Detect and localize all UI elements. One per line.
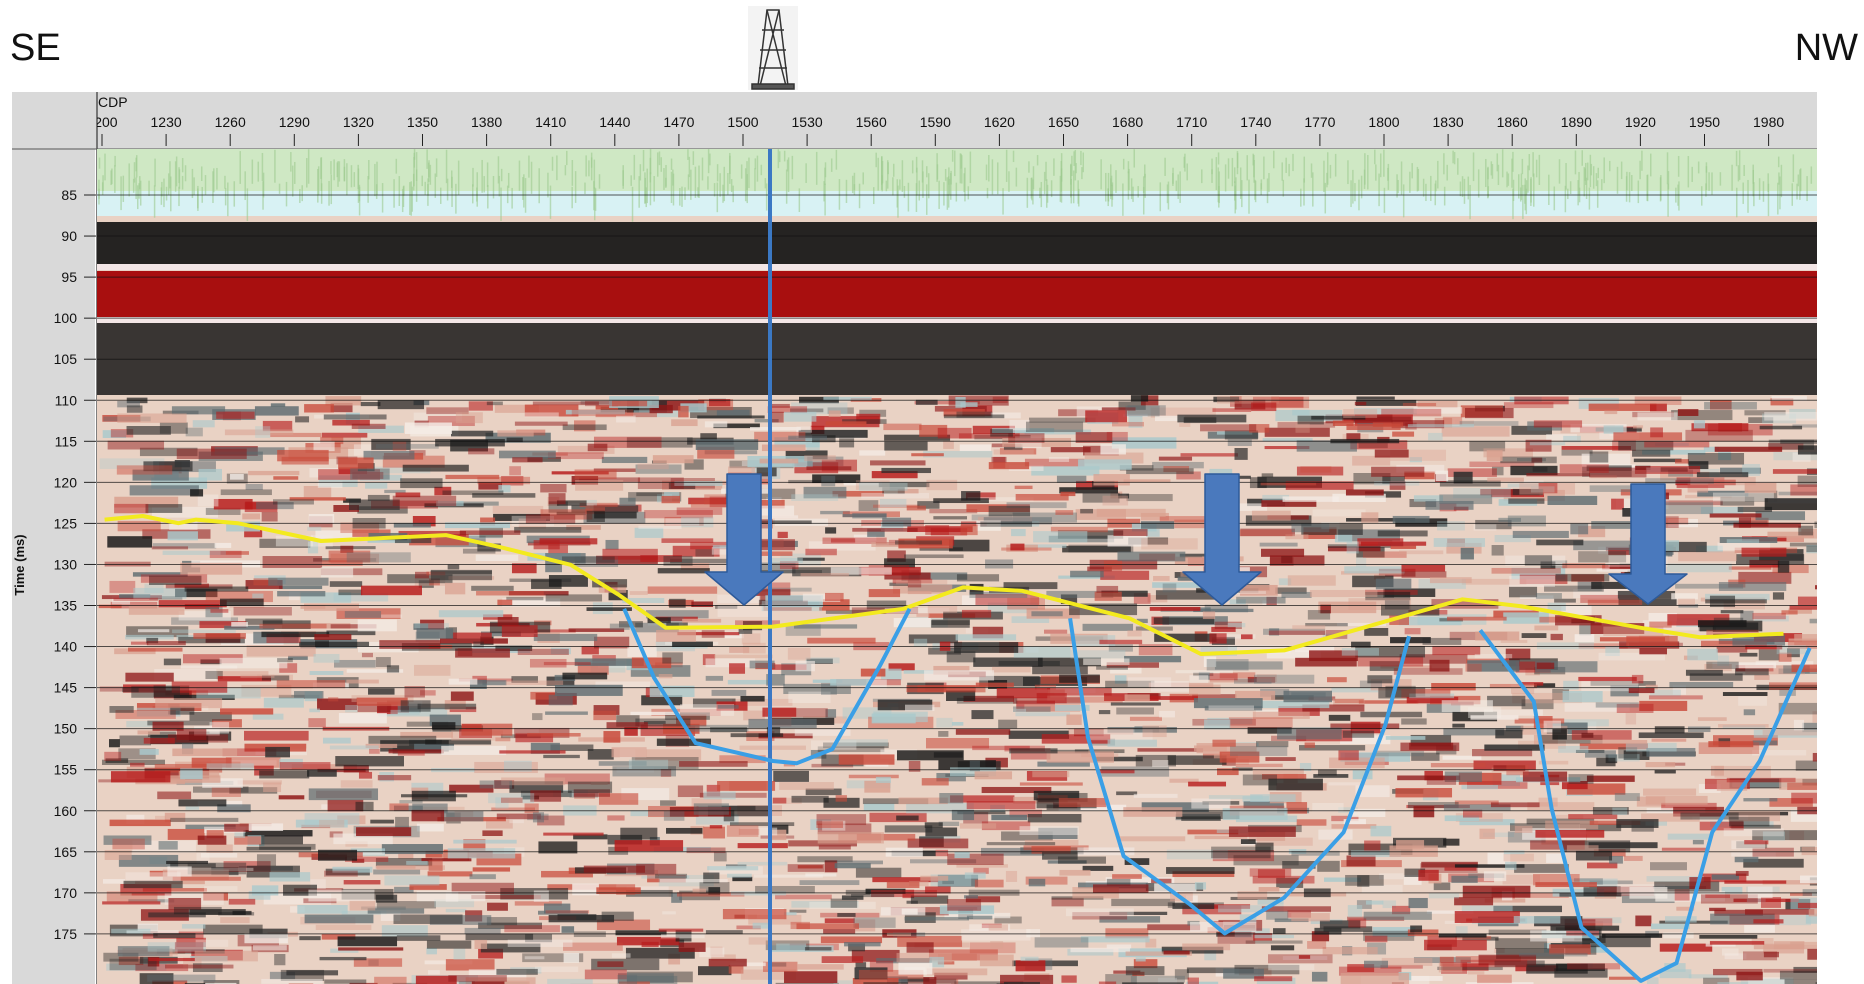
y-tick-label: 165 [54, 844, 78, 860]
x-axis-title: CDP [98, 94, 128, 110]
x-tick-label: 1380 [471, 114, 502, 130]
x-tick-label: 1290 [279, 114, 310, 130]
y-tick-label: 170 [54, 885, 78, 901]
y-axis-title: Time (ms) [12, 534, 27, 595]
x-tick-label: 1680 [1112, 114, 1143, 130]
x-tick-label: 1650 [1048, 114, 1079, 130]
x-tick-label: 1320 [343, 114, 374, 130]
x-tick-label: 1830 [1433, 114, 1464, 130]
x-tick-label: 1980 [1753, 114, 1784, 130]
y-tick-label: 135 [54, 598, 78, 614]
y-tick-label: 125 [54, 515, 78, 531]
x-tick-label: 1890 [1561, 114, 1592, 130]
y-tick-label: 100 [54, 310, 78, 326]
y-tick-label: 90 [61, 228, 77, 244]
y-tick-label: 175 [54, 926, 78, 942]
y-tick-label: 145 [54, 680, 78, 696]
x-tick-label: 1800 [1368, 114, 1399, 130]
x-tick-label: 1590 [920, 114, 951, 130]
y-tick-label: 115 [55, 433, 78, 449]
x-tick-label: 1860 [1497, 114, 1528, 130]
y-tick-label: 120 [54, 474, 78, 490]
x-tick-label: 1740 [1240, 114, 1271, 130]
x-tick-label: 1260 [215, 114, 246, 130]
y-tick-label: 85 [61, 187, 77, 203]
screen: SE NW CDP Time (ms) 12001230126 [0, 0, 1864, 984]
well-icon [748, 6, 798, 90]
y-tick-label: 160 [54, 803, 78, 819]
x-tick-label: 1500 [727, 114, 758, 130]
x-tick-label: 1350 [407, 114, 438, 130]
side-label-left: SE [10, 27, 61, 69]
x-tick-label: 1950 [1689, 114, 1720, 130]
y-tick-label: 130 [54, 556, 78, 572]
y-tick-label: 150 [54, 721, 78, 737]
x-tick-label: 1770 [1304, 114, 1335, 130]
y-tick-label: 110 [55, 392, 78, 408]
x-tick-label: 1470 [663, 114, 694, 130]
x-tick-label: 1620 [984, 114, 1015, 130]
x-tick-label: 1410 [535, 114, 566, 130]
x-tick-label: 1440 [599, 114, 630, 130]
x-tick-label: 1230 [151, 114, 182, 130]
x-tick-label: 1710 [1176, 114, 1207, 130]
y-tick-label: 140 [54, 639, 78, 655]
y-tick-label: 105 [54, 351, 78, 367]
x-tick-label: 1530 [792, 114, 823, 130]
x-tick-label: 1560 [856, 114, 887, 130]
x-tick-label: 1920 [1625, 114, 1656, 130]
side-label-right: NW [1795, 27, 1858, 69]
y-tick-label: 95 [61, 269, 77, 285]
y-tick-label: 155 [54, 762, 78, 778]
